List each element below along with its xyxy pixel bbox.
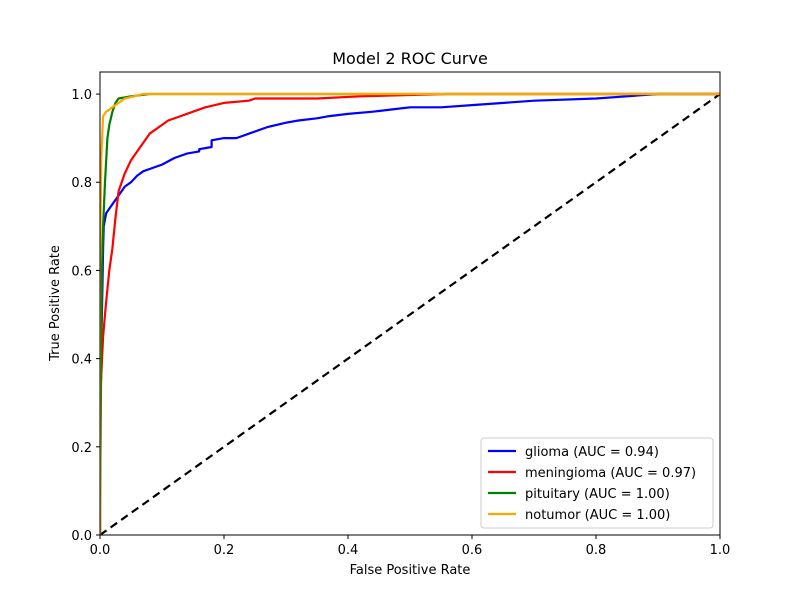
roc-series-line-1 [100,92,720,535]
legend-label: meningioma (AUC = 0.97) [525,466,696,481]
legend-label: notumor (AUC = 1.00) [525,508,670,523]
roc-series-line-2 [100,92,720,535]
x-tick-label: 0.6 [462,543,483,558]
y-axis: 0.0 0.2 0.4 0.6 0.8 1.0 [71,88,100,544]
y-tick-label: 0.0 [71,529,92,544]
chart-title: Model 2 ROC Curve [332,49,488,68]
y-tick-label: 0.8 [71,176,92,191]
y-tick-label: 0.6 [71,264,92,279]
x-tick-label: 0.2 [214,543,235,558]
legend-label: glioma (AUC = 0.94) [525,445,659,460]
legend-frame [480,437,714,529]
x-tick-label: 0.0 [90,543,111,558]
x-tick-label: 0.4 [338,543,359,558]
x-axis: 0.0 0.2 0.4 0.6 0.8 1.0 [90,535,731,558]
y-axis-title: True Positive Rate [48,245,63,362]
legend-label: pituitary (AUC = 1.00) [525,487,670,502]
y-tick-label: 0.2 [71,441,92,456]
plot-frame [99,71,721,536]
x-tick-label: 1.0 [710,543,731,558]
y-tick-label: 0.4 [71,353,92,368]
chance-reference-line [100,93,720,535]
x-axis-title: False Positive Rate [350,563,471,578]
x-tick-label: 0.8 [586,543,607,558]
y-tick-label: 1.0 [71,88,92,103]
roc-series-line-4 [100,92,720,535]
legend: glioma (AUC = 0.94) meningioma (AUC = 0.9… [480,437,714,529]
